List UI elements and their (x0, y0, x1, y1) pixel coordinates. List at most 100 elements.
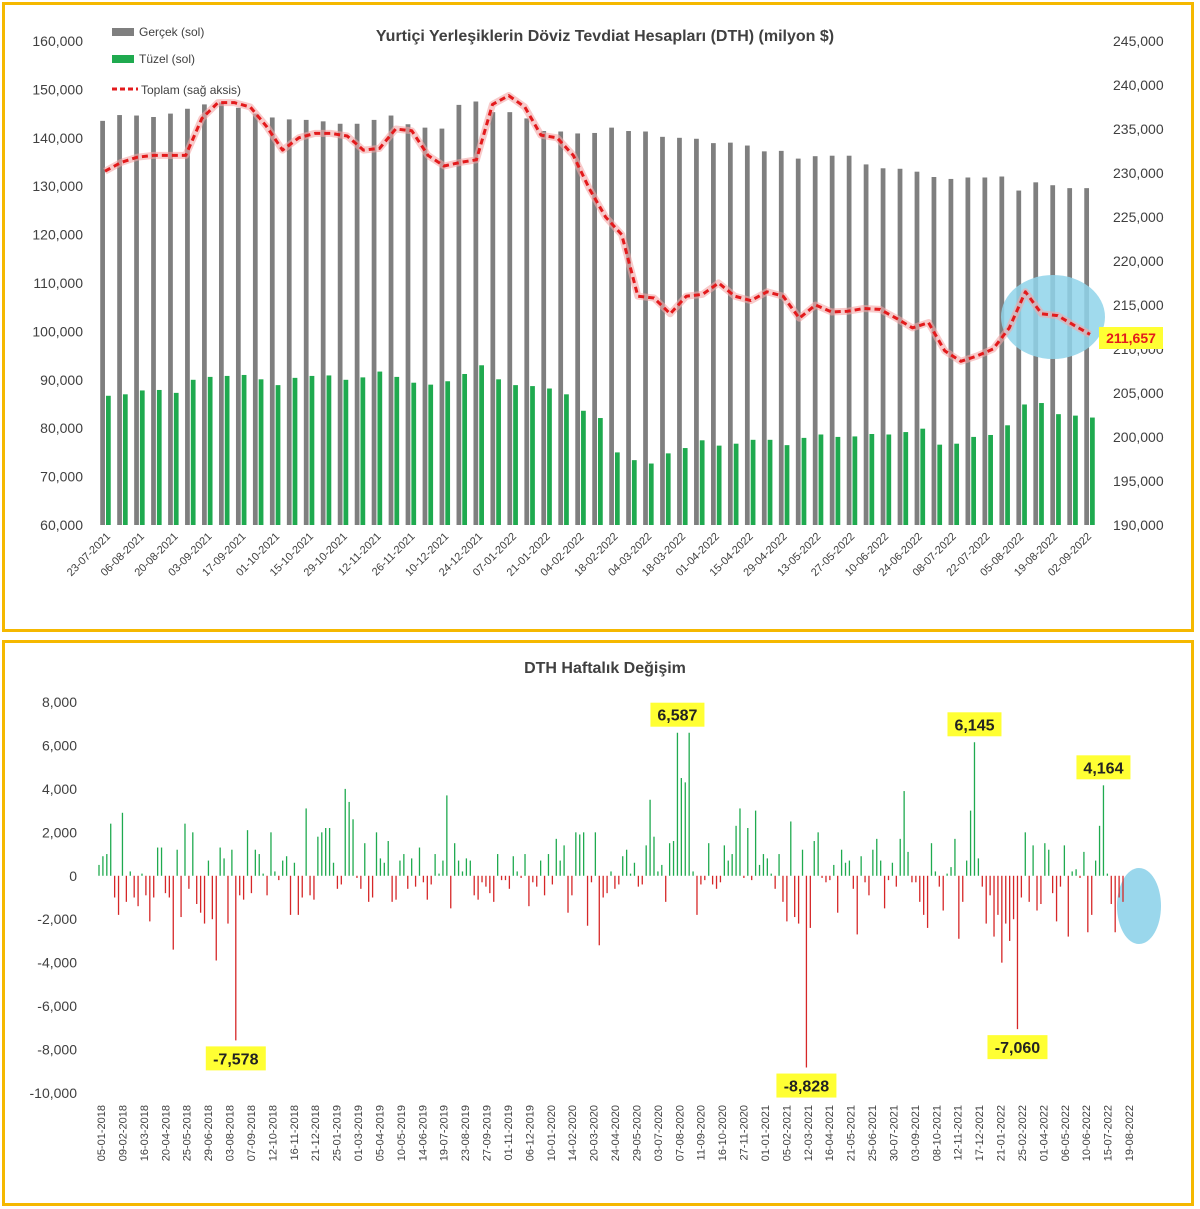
x-axis-tick-label: 12-11-2021 (953, 1105, 965, 1160)
dth-levels-chart: Yurtiçi Yerleşiklerin Döviz Tevdiat Hesa… (32, 25, 1164, 579)
gercek-bar (778, 150, 784, 526)
x-axis-tick-label: 03-09-2021 (910, 1105, 922, 1161)
tuzel-bar (648, 463, 654, 525)
x-axis-tick-label: 06-12-2019 (524, 1105, 536, 1161)
gercek-bar (694, 138, 699, 525)
gercek-bar (1016, 190, 1022, 525)
toplam-last-value-label: 211,657 (1106, 330, 1156, 346)
y-axis-tick-label: -2,000 (37, 911, 77, 927)
legend-toplam-label: Toplam (sağ aksis) (141, 83, 241, 97)
x-axis-tick-label: 11-09-2020 (696, 1105, 708, 1160)
tuzel-bar (139, 390, 145, 525)
gercek-bar (100, 120, 105, 526)
tuzel-bar (886, 434, 892, 525)
legend-gercek-label: Gerçek (sol) (139, 25, 204, 39)
gercek-bar (456, 104, 462, 525)
tuzel-bar (835, 436, 841, 525)
x-axis-tick-label: 20-03-2020 (589, 1105, 601, 1161)
gercek-bar (134, 115, 139, 525)
right-axis-tick-label: 235,000 (1113, 121, 1164, 137)
left-axis-tick-label: 100,000 (32, 323, 83, 339)
x-axis-tick-label: 29-06-2018 (203, 1105, 215, 1161)
tuzel-bar (801, 437, 807, 525)
callout-label: 6,145 (954, 717, 994, 734)
callout-bg (947, 712, 1002, 737)
legend-tuzel-label: Tüzel (sol) (139, 52, 195, 66)
tuzel-bar (190, 379, 196, 525)
gercek-bar (439, 128, 445, 525)
x-axis-tick-label: 19-07-2019 (439, 1105, 451, 1161)
x-axis-tick-label: 05-01-2018 (96, 1105, 108, 1161)
tuzel-bar (547, 388, 552, 525)
gercek-bar (711, 143, 716, 525)
gercek-bar (218, 102, 224, 525)
gercek-bar (524, 118, 530, 525)
x-axis-tick-label: 25-06-2021 (867, 1105, 879, 1161)
tuzel-bar (275, 385, 281, 525)
tuzel-bar (326, 375, 332, 525)
toplam-line (104, 94, 1091, 363)
highlight-ellipse (1117, 868, 1161, 944)
x-axis-tick-label: 09-02-2018 (117, 1105, 129, 1161)
tuzel-bar (292, 377, 298, 525)
y-axis-tick-label: 8,000 (42, 694, 77, 710)
tuzel-bar (920, 428, 926, 525)
callout-label: 6,587 (657, 708, 697, 725)
gercek-bar (541, 131, 547, 526)
tuzel-bar (377, 371, 383, 525)
tuzel-bar (360, 377, 366, 525)
x-axis-tick-label: 17-12-2021 (974, 1105, 986, 1161)
gercek-bar (761, 151, 767, 526)
x-axis-tick-label: 08-10-2021 (931, 1105, 943, 1161)
left-axis-tick-label: 110,000 (33, 275, 83, 291)
gercek-bar (575, 133, 581, 525)
tuzel-bar (699, 440, 705, 525)
gercek-bar (880, 168, 886, 526)
right-axis-tick-label: 205,000 (1113, 385, 1164, 401)
left-axis-tick-label: 90,000 (40, 372, 83, 388)
gercek-bar (473, 101, 479, 525)
left-axis-tick-label: 140,000 (32, 130, 83, 146)
toplam-line-glow (103, 92, 1092, 365)
tuzel-bar (309, 375, 315, 525)
chart-title: Yurtiçi Yerleşiklerin Döviz Tevdiat Hesa… (376, 28, 834, 45)
tuzel-bar (971, 436, 977, 525)
tuzel-bar (767, 439, 773, 525)
gercek-bar (388, 115, 394, 525)
right-axis-tick-label: 240,000 (1113, 77, 1164, 93)
x-axis-tick-label: 01-11-2019 (503, 1105, 515, 1160)
tuzel-bar (818, 434, 824, 525)
tuzel-bar (241, 374, 247, 525)
gercek-bar (185, 108, 190, 525)
gercek-bar (337, 123, 343, 525)
tuzel-bar (258, 379, 264, 525)
tuzel-bar (598, 418, 603, 525)
toplam-last-value-bg (1099, 327, 1163, 349)
tuzel-bar (428, 384, 434, 525)
x-axis-tick-label: 15-07-2022 (1103, 1105, 1115, 1161)
tuzel-bar (750, 439, 756, 525)
gercek-bar (812, 156, 818, 525)
gercek-bar (117, 115, 122, 525)
left-axis-tick-label: 70,000 (40, 469, 83, 485)
right-axis-tick-label: 200,000 (1113, 429, 1164, 445)
x-axis-tick-label: 14-02-2020 (567, 1105, 579, 1161)
x-axis-tick-label: 16-04-2021 (824, 1105, 836, 1161)
right-axis-tick-label: 230,000 (1113, 165, 1164, 181)
gercek-bar (643, 131, 648, 525)
tuzel-bar (513, 385, 518, 525)
x-axis-tick-label: 20-04-2018 (160, 1105, 172, 1161)
tuzel-bar (411, 382, 417, 525)
legend-gercek-swatch (112, 28, 134, 36)
x-axis-tick-label: 19-08-2022 (1124, 1105, 1136, 1161)
gercek-bar (405, 124, 411, 526)
tuzel-bar (869, 434, 875, 525)
tuzel-bar (733, 443, 739, 525)
x-axis-tick-label: 29-05-2020 (631, 1105, 643, 1161)
tuzel-bar (581, 410, 586, 525)
x-axis-tick-label: 16-03-2018 (139, 1105, 151, 1161)
chart-title: DTH Haftalık Değişim (524, 660, 686, 677)
tuzel-bar (1022, 404, 1027, 525)
gercek-bar (931, 177, 937, 525)
x-axis-tick-label: 01-04-2022 (1038, 1105, 1050, 1161)
